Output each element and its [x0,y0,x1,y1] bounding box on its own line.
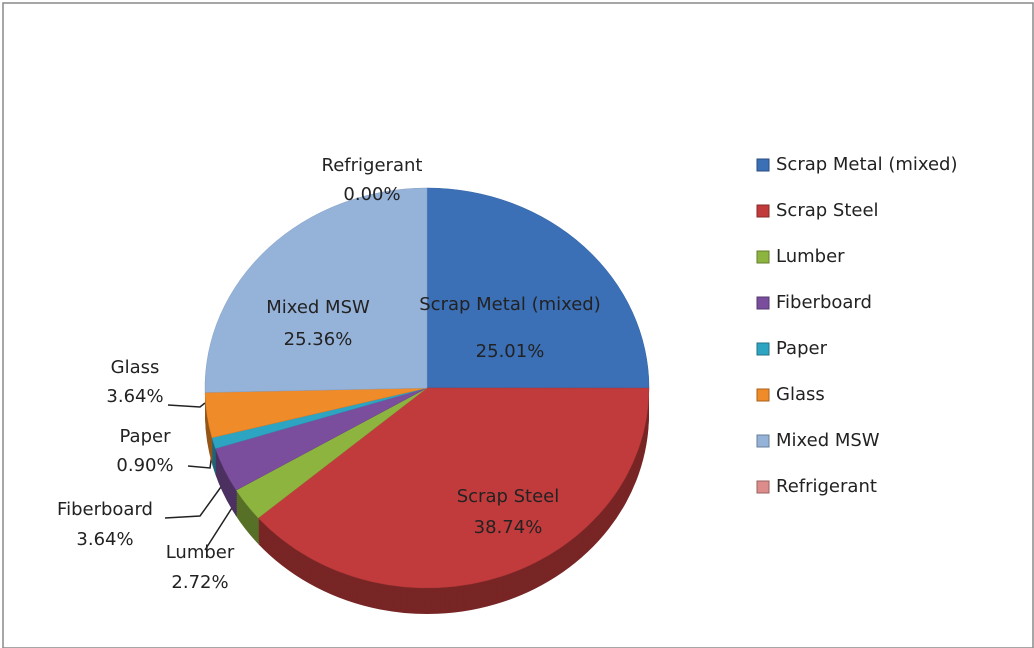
legend-label: Fiberboard [776,292,872,313]
slice-label-value: 3.64% [106,386,163,407]
slice-label-value: 25.01% [476,341,545,362]
legend-label: Scrap Metal (mixed) [776,154,958,175]
slice-label-value: 2.72% [171,572,228,593]
leader-line [167,402,206,408]
legend: Scrap Metal (mixed) Scrap Steel Lumber Fibe… [756,154,958,497]
legend-label: Lumber [776,246,845,267]
legend-swatch [756,296,770,310]
slice-label-name: Refrigerant [322,155,423,176]
slice-label-value: 0.00% [343,184,400,205]
legend-label: Scrap Steel [776,200,879,221]
slice-label-name: Fiberboard [57,499,153,520]
slice-label-name: Glass [111,357,160,378]
legend-swatch [756,342,770,356]
legend-swatch [756,204,770,218]
leader-line [164,479,227,519]
slice-label-value: 3.64% [76,529,133,550]
slice-label-value: 25.36% [284,329,353,350]
slice-label-name: Scrap Steel [457,486,560,507]
slice-label-name: Mixed MSW [266,297,370,318]
slice-label-name: Scrap Metal (mixed) [419,294,601,315]
slice-label-value: 38.74% [474,517,543,538]
legend-label: Mixed MSW [776,430,880,451]
legend-label: Refrigerant [776,476,877,497]
slice-labels: Scrap Metal (mixed) 25.01% Scrap Steel 38.7… [57,155,601,593]
legend-label: Glass [776,384,825,405]
slice [426,187,650,389]
legend-swatch [756,158,770,172]
slice-label-name: Lumber [166,542,235,563]
slice [257,387,650,589]
pie [204,187,650,614]
legend-swatch [756,434,770,448]
slice [204,187,428,393]
legend-swatch [756,388,770,402]
legend-swatch [756,480,770,494]
slice-label-name: Paper [120,426,172,447]
legend-label: Paper [776,338,828,359]
slice-label-value: 0.90% [116,455,173,476]
legend-swatch [756,250,770,264]
